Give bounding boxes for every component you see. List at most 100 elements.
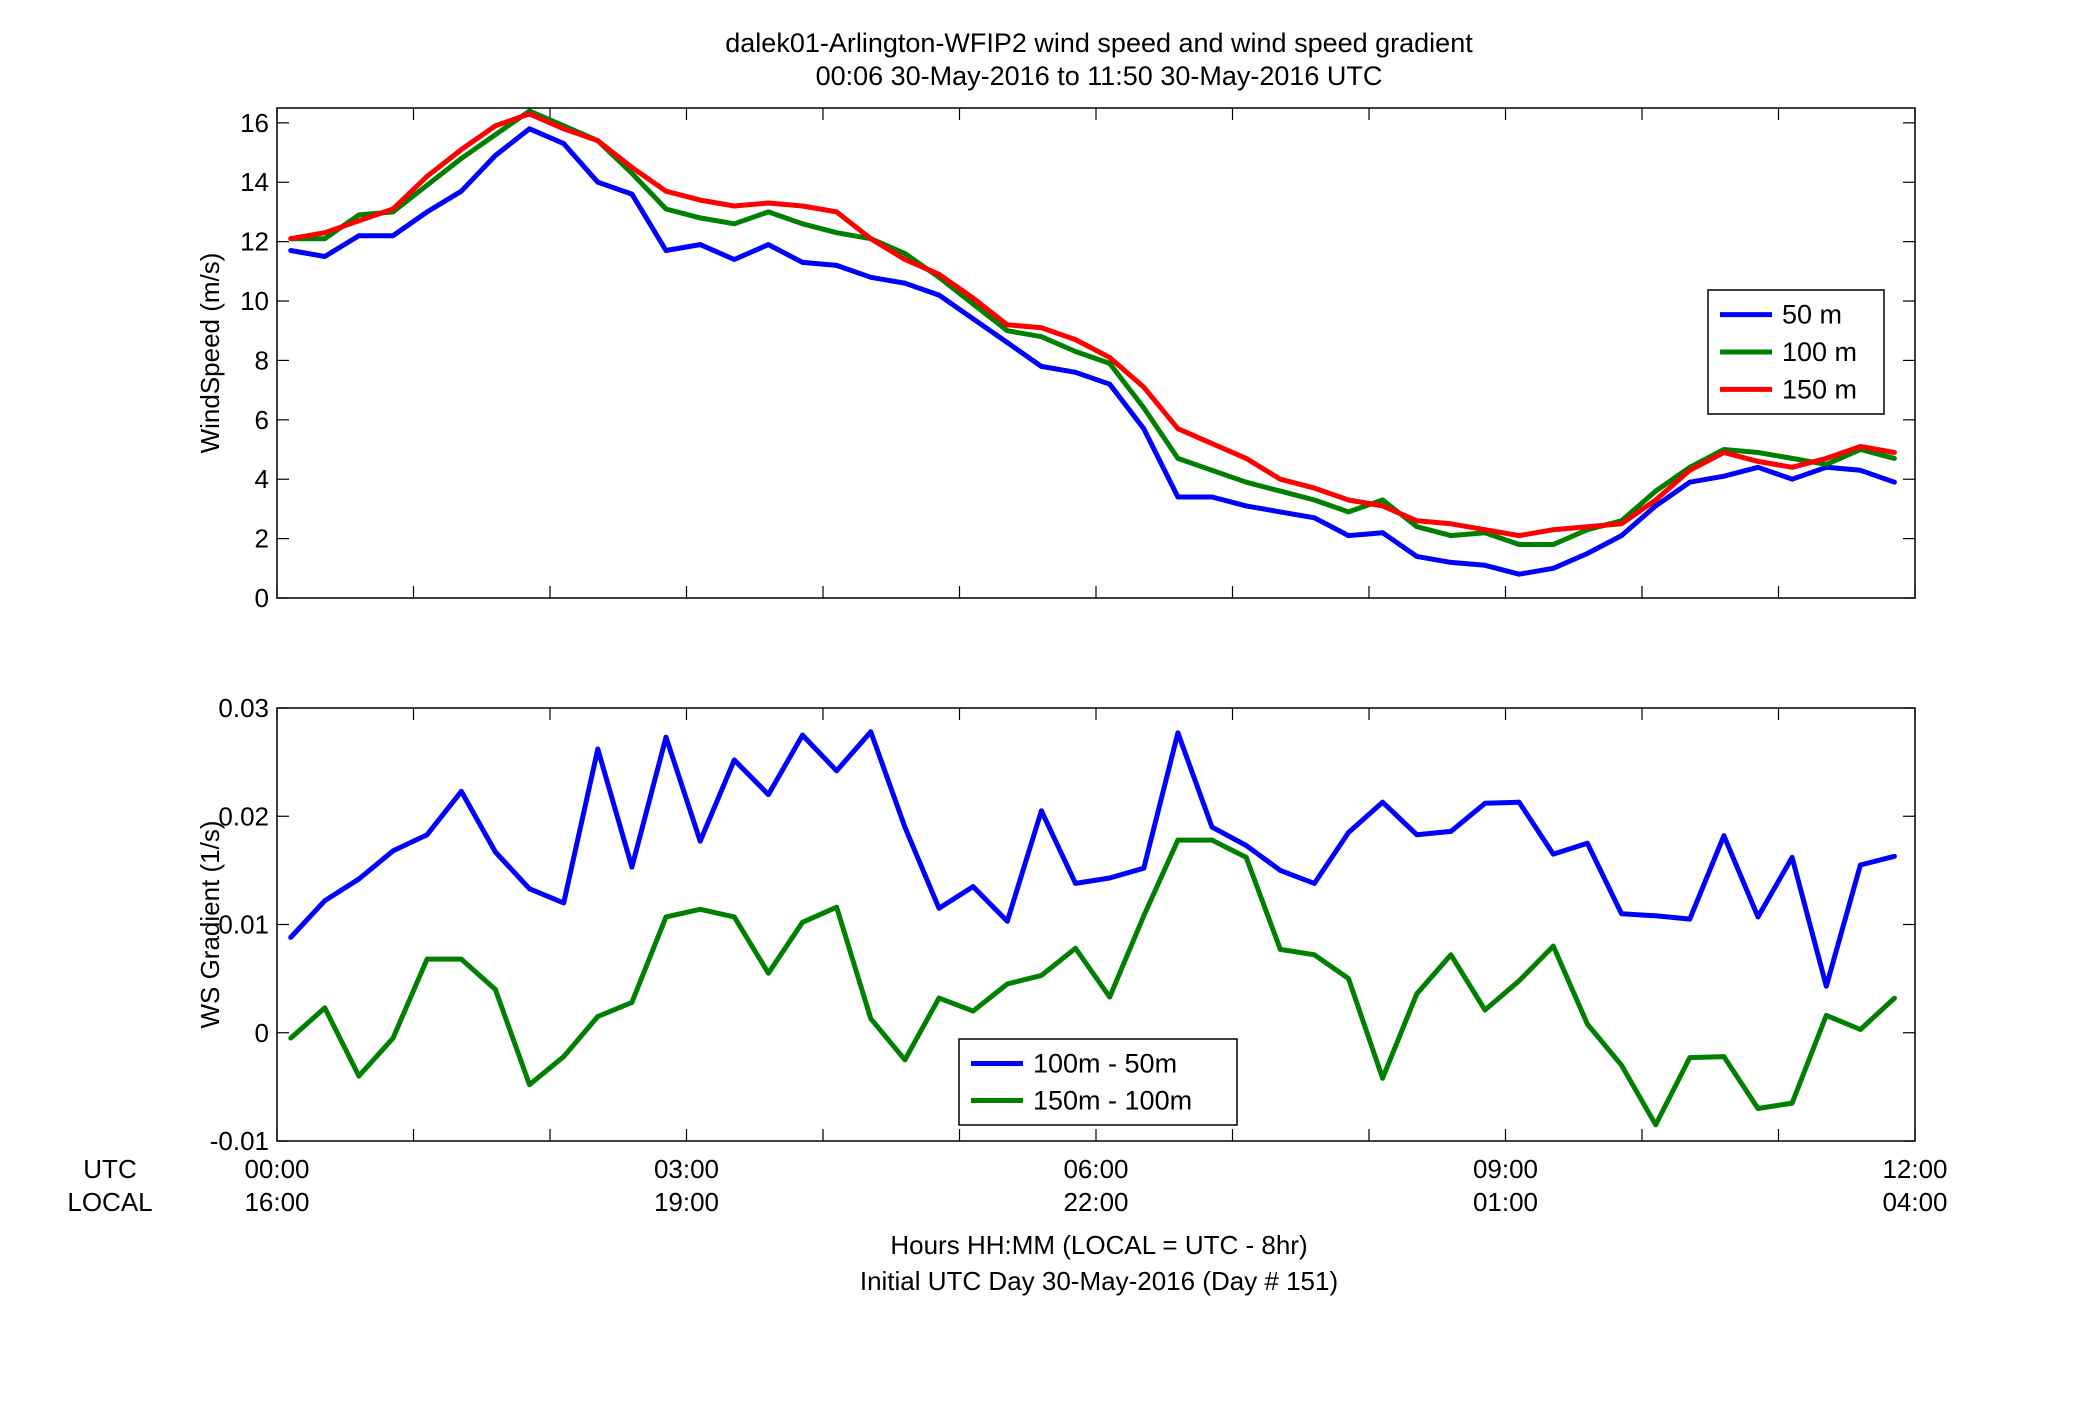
windspeed-data-point [970, 295, 976, 301]
windspeed-data-point [1789, 456, 1795, 461]
gradient-data-point [493, 987, 498, 992]
windspeed-data-point [1789, 476, 1795, 482]
chart-title-line1: dalek01-Arlington-WFIP2 wind speed and w… [725, 28, 1473, 58]
windspeed-data-point [1858, 444, 1863, 449]
gradient-data-point [1550, 851, 1556, 857]
gradient-data-point [1721, 1054, 1727, 1059]
windspeed-data-point [1687, 479, 1693, 485]
windspeed-y-tick-label: 2 [255, 524, 269, 554]
windspeed-data-point [1039, 325, 1044, 331]
gradient-data-point [1380, 1075, 1386, 1081]
windspeed-data-point [1175, 426, 1181, 432]
gradient-data-point [1687, 916, 1693, 922]
windspeed-data-point [834, 209, 840, 215]
x-tick-label-local: 16:00 [244, 1187, 309, 1217]
windspeed-data-point [1209, 441, 1215, 446]
x-tick-label-local: 04:00 [1882, 1187, 1947, 1217]
gradient-data-point [834, 904, 840, 910]
windspeed-y-tick-label: 8 [255, 345, 269, 375]
windspeed-data-point [766, 200, 771, 206]
gradient-data-point [1653, 913, 1659, 919]
gradient-data-point [424, 832, 430, 838]
windspeed-data-point [1209, 467, 1215, 473]
windspeed-data-point [1414, 518, 1420, 524]
gradient-legend: 100m - 50m 150m - 100m [958, 1038, 1238, 1126]
windspeed-data-point [1448, 533, 1454, 539]
windspeed-legend: 50 m 100 m 150 m [1707, 289, 1885, 415]
windspeed-y-tick-label: 12 [240, 227, 269, 257]
windspeed-data-point [356, 212, 362, 218]
windspeed-data-point [390, 206, 396, 212]
gradient-data-point [1482, 800, 1488, 806]
chart-title-line2: 00:06 30-May-2016 to 11:50 30-May-2016 U… [816, 61, 1383, 91]
windspeed-y-tick-label: 0 [255, 583, 269, 613]
windspeed-data-point [1892, 450, 1897, 455]
gradient-data-point [458, 788, 464, 794]
windspeed-data-point [1755, 464, 1761, 470]
gradient-data-point [1039, 972, 1044, 978]
windspeed-data-point [1141, 405, 1147, 411]
windspeed-data-point [458, 188, 464, 194]
windspeed-data-point [561, 141, 567, 147]
gradient-data-point [1039, 808, 1044, 814]
windspeed-data-point [1243, 503, 1249, 509]
gradient-data-point [970, 884, 976, 890]
gradient-data-point [356, 876, 362, 882]
windspeed-data-point [1414, 524, 1420, 530]
windspeed-data-point [424, 209, 430, 215]
gradient-data-point [936, 905, 942, 911]
windspeed-data-point [902, 257, 908, 262]
gradient-data-point [1243, 843, 1249, 848]
gradient-data-point [800, 732, 805, 738]
windspeed-data-point [731, 221, 737, 227]
gradient-data-point [1721, 833, 1727, 839]
windspeed-data-point [1243, 456, 1249, 461]
gradient-data-point [1448, 829, 1454, 834]
gradient-series-line-1 [288, 729, 1896, 989]
windspeed-data-point [356, 218, 362, 224]
windspeed-data-point [1039, 363, 1044, 369]
windspeed-data-point [1585, 524, 1590, 530]
windspeed-data-point [1892, 479, 1897, 485]
windspeed-data-point [1858, 467, 1863, 473]
gradient-data-point [697, 838, 703, 844]
windspeed-data-point [1312, 485, 1317, 491]
gradient-data-point [1141, 913, 1147, 919]
windspeed-data-point [1380, 530, 1386, 536]
windspeed-data-point [629, 164, 635, 170]
windspeed-data-point [356, 233, 362, 239]
gradient-data-point [1277, 867, 1283, 873]
windspeed-data-point [1312, 515, 1317, 521]
gradient-data-point [595, 1014, 601, 1019]
windspeed-data-point [1277, 488, 1283, 494]
gradient-data-point [1175, 837, 1181, 843]
gradient-data-point [629, 1000, 635, 1005]
windspeed-data-point [1107, 360, 1113, 366]
windspeed-data-point [1550, 565, 1556, 571]
windspeed-data-point [1141, 384, 1147, 390]
x-axis-label-line1: Hours HH:MM (LOCAL = UTC - 8hr) [890, 1230, 1307, 1260]
windspeed-data-point [493, 153, 498, 158]
gradient-data-point [561, 900, 567, 906]
windspeed-data-point [1550, 542, 1556, 547]
gradient-data-point [1687, 1055, 1693, 1061]
gradient-data-point [868, 1016, 874, 1022]
gradient-y-tick-label: 0.02 [218, 801, 269, 831]
windspeed-data-point [1823, 456, 1829, 461]
gradient-data-point [1789, 1100, 1795, 1106]
gradient-y-tick-label: 0.03 [218, 693, 269, 723]
windspeed-data-point [834, 262, 840, 268]
x-tick-label-utc: 12:00 [1882, 1154, 1947, 1184]
windspeed-data-point [1448, 559, 1454, 565]
x-tick-label-local: 22:00 [1063, 1187, 1128, 1217]
windspeed-data-point [288, 248, 294, 253]
windspeed-data-point [595, 179, 601, 185]
x-tick-label-utc: 09:00 [1473, 1154, 1538, 1184]
windspeed-data-point [766, 242, 771, 248]
windspeed-data-point [1073, 337, 1078, 343]
windspeed-data-point [1175, 456, 1181, 461]
windspeed-y-tick-label: 6 [255, 405, 269, 435]
windspeed-data-point [1073, 369, 1078, 375]
windspeed-data-point [1380, 503, 1386, 509]
